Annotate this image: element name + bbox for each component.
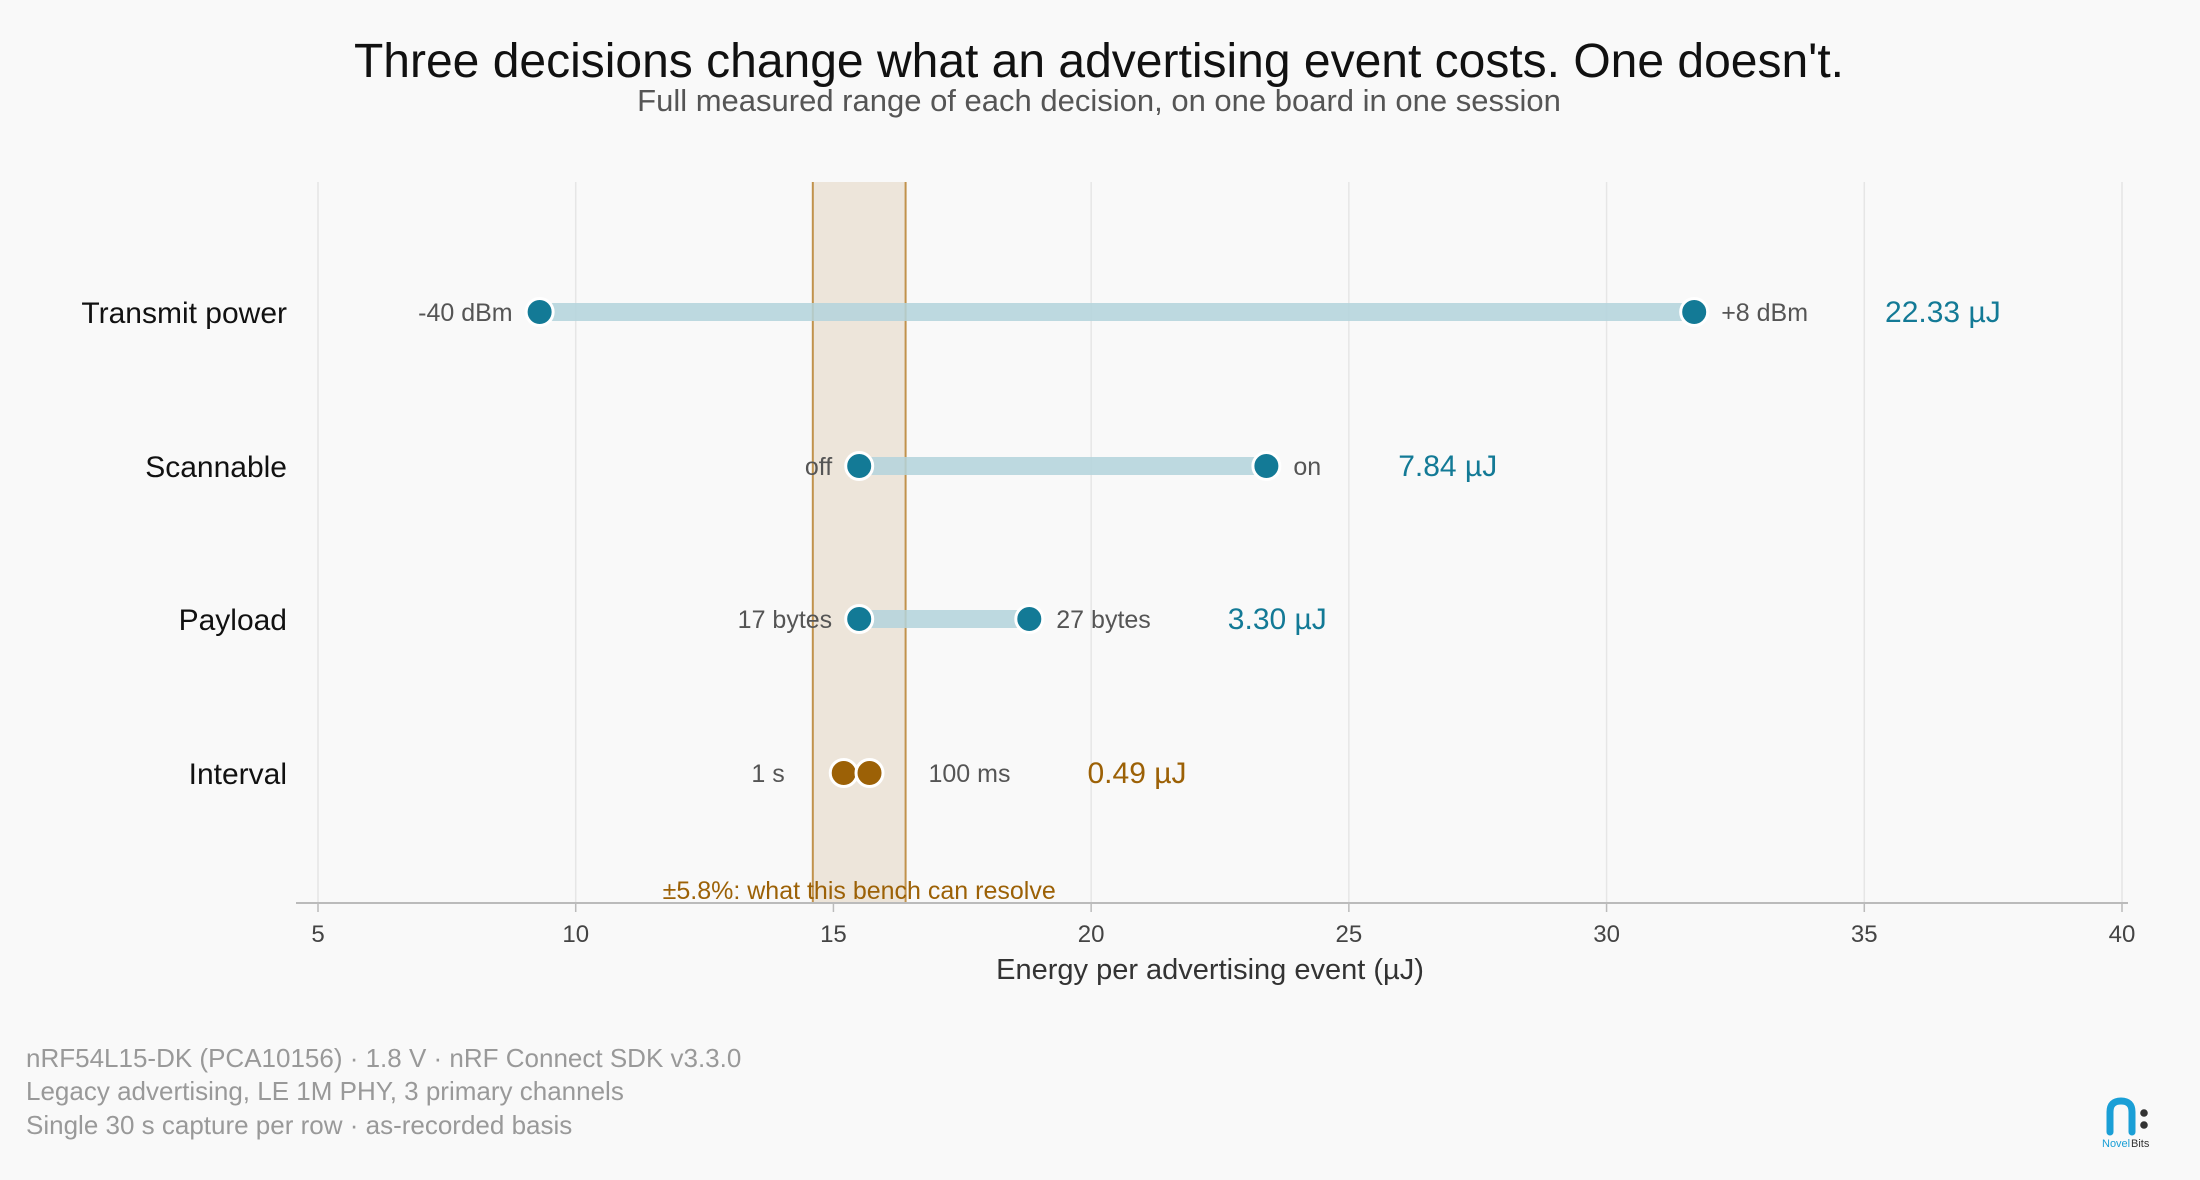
dumbbell-row: Transmit power -40 dBm +8 dBm 22.33 µJ [81, 296, 2000, 330]
x-tick-label: 40 [2109, 921, 2136, 948]
high-end-label: 27 bytes [1056, 606, 1151, 634]
logo-dot-icon [2140, 1121, 2148, 1129]
footnote-line-2: Legacy advertising, LE 1M PHY, 3 primary… [26, 1076, 624, 1106]
chart-title: Three decisions change what an advertisi… [354, 35, 1844, 88]
high-point [1679, 297, 1710, 327]
row-label: Interval [189, 758, 287, 791]
low-end-label: 1 s [751, 760, 784, 788]
low-point [844, 451, 875, 481]
low-end-label: 17 bytes [738, 606, 833, 634]
high-end-label: +8 dBm [1721, 299, 1808, 327]
low-point [844, 604, 875, 634]
x-axis-title: Energy per advertising event (µJ) [996, 954, 1424, 986]
delta-label: 22.33 µJ [1885, 296, 2001, 329]
low-end-label: off [805, 453, 832, 481]
x-axis: 5 10 15 20 25 30 35 40 [296, 902, 2136, 948]
grid [317, 182, 2123, 903]
high-point [1251, 451, 1282, 481]
row-label: Scannable [145, 451, 287, 484]
dumbbell-row: Payload 17 bytes 27 bytes 3.30 µJ [179, 603, 1327, 637]
x-tick-label: 5 [311, 921, 324, 948]
high-end-label: on [1293, 453, 1321, 481]
high-end-label: 100 ms [929, 760, 1011, 788]
logo-dot-icon [2140, 1109, 2148, 1117]
low-end-label: -40 dBm [418, 299, 512, 327]
logo-word-novel: Novel [2102, 1138, 2130, 1150]
row-label: Payload [179, 604, 287, 637]
x-tick-label: 15 [820, 921, 847, 948]
reference-band: ±5.8%: what this bench can resolve [663, 182, 1056, 905]
x-tick-label: 20 [1078, 921, 1105, 948]
reference-band-area [812, 182, 906, 903]
footnote-line-1: nRF54L15-DK (PCA10156) · 1.8 V · nRF Con… [26, 1043, 741, 1073]
x-tick-label: 25 [1336, 921, 1363, 948]
chart-subtitle: Full measured range of each decision, on… [637, 83, 1561, 118]
delta-label: 3.30 µJ [1228, 603, 1327, 636]
high-point [854, 758, 885, 788]
logo-arch-icon [2106, 1097, 2136, 1136]
footnotes: nRF54L15-DK (PCA10156) · 1.8 V · nRF Con… [26, 1043, 741, 1140]
x-tick-label: 30 [1593, 921, 1620, 948]
delta-label: 7.84 µJ [1398, 450, 1497, 483]
footnote-line-3: Single 30 s capture per row · as-recorde… [26, 1110, 572, 1140]
high-point [1014, 604, 1045, 634]
logo-word-bits: Bits [2131, 1138, 2150, 1150]
reference-band-label: ±5.8%: what this bench can resolve [663, 877, 1056, 905]
delta-label: 0.49 µJ [1087, 757, 1186, 790]
low-point [828, 758, 859, 788]
low-point [524, 297, 555, 327]
dumbbell-rows: Transmit power -40 dBm +8 dBm 22.33 µJ Scann… [81, 296, 2000, 791]
row-label: Transmit power [81, 297, 287, 330]
x-tick-label: 35 [1851, 921, 1878, 948]
novel-bits-logo: Novel Bits [2102, 1097, 2150, 1150]
dumbbell-row: Interval 1 s 100 ms 0.49 µJ [189, 757, 1187, 791]
dumbbell-row: Scannable off on 7.84 µJ [145, 450, 1497, 484]
x-tick-label: 10 [562, 921, 589, 948]
